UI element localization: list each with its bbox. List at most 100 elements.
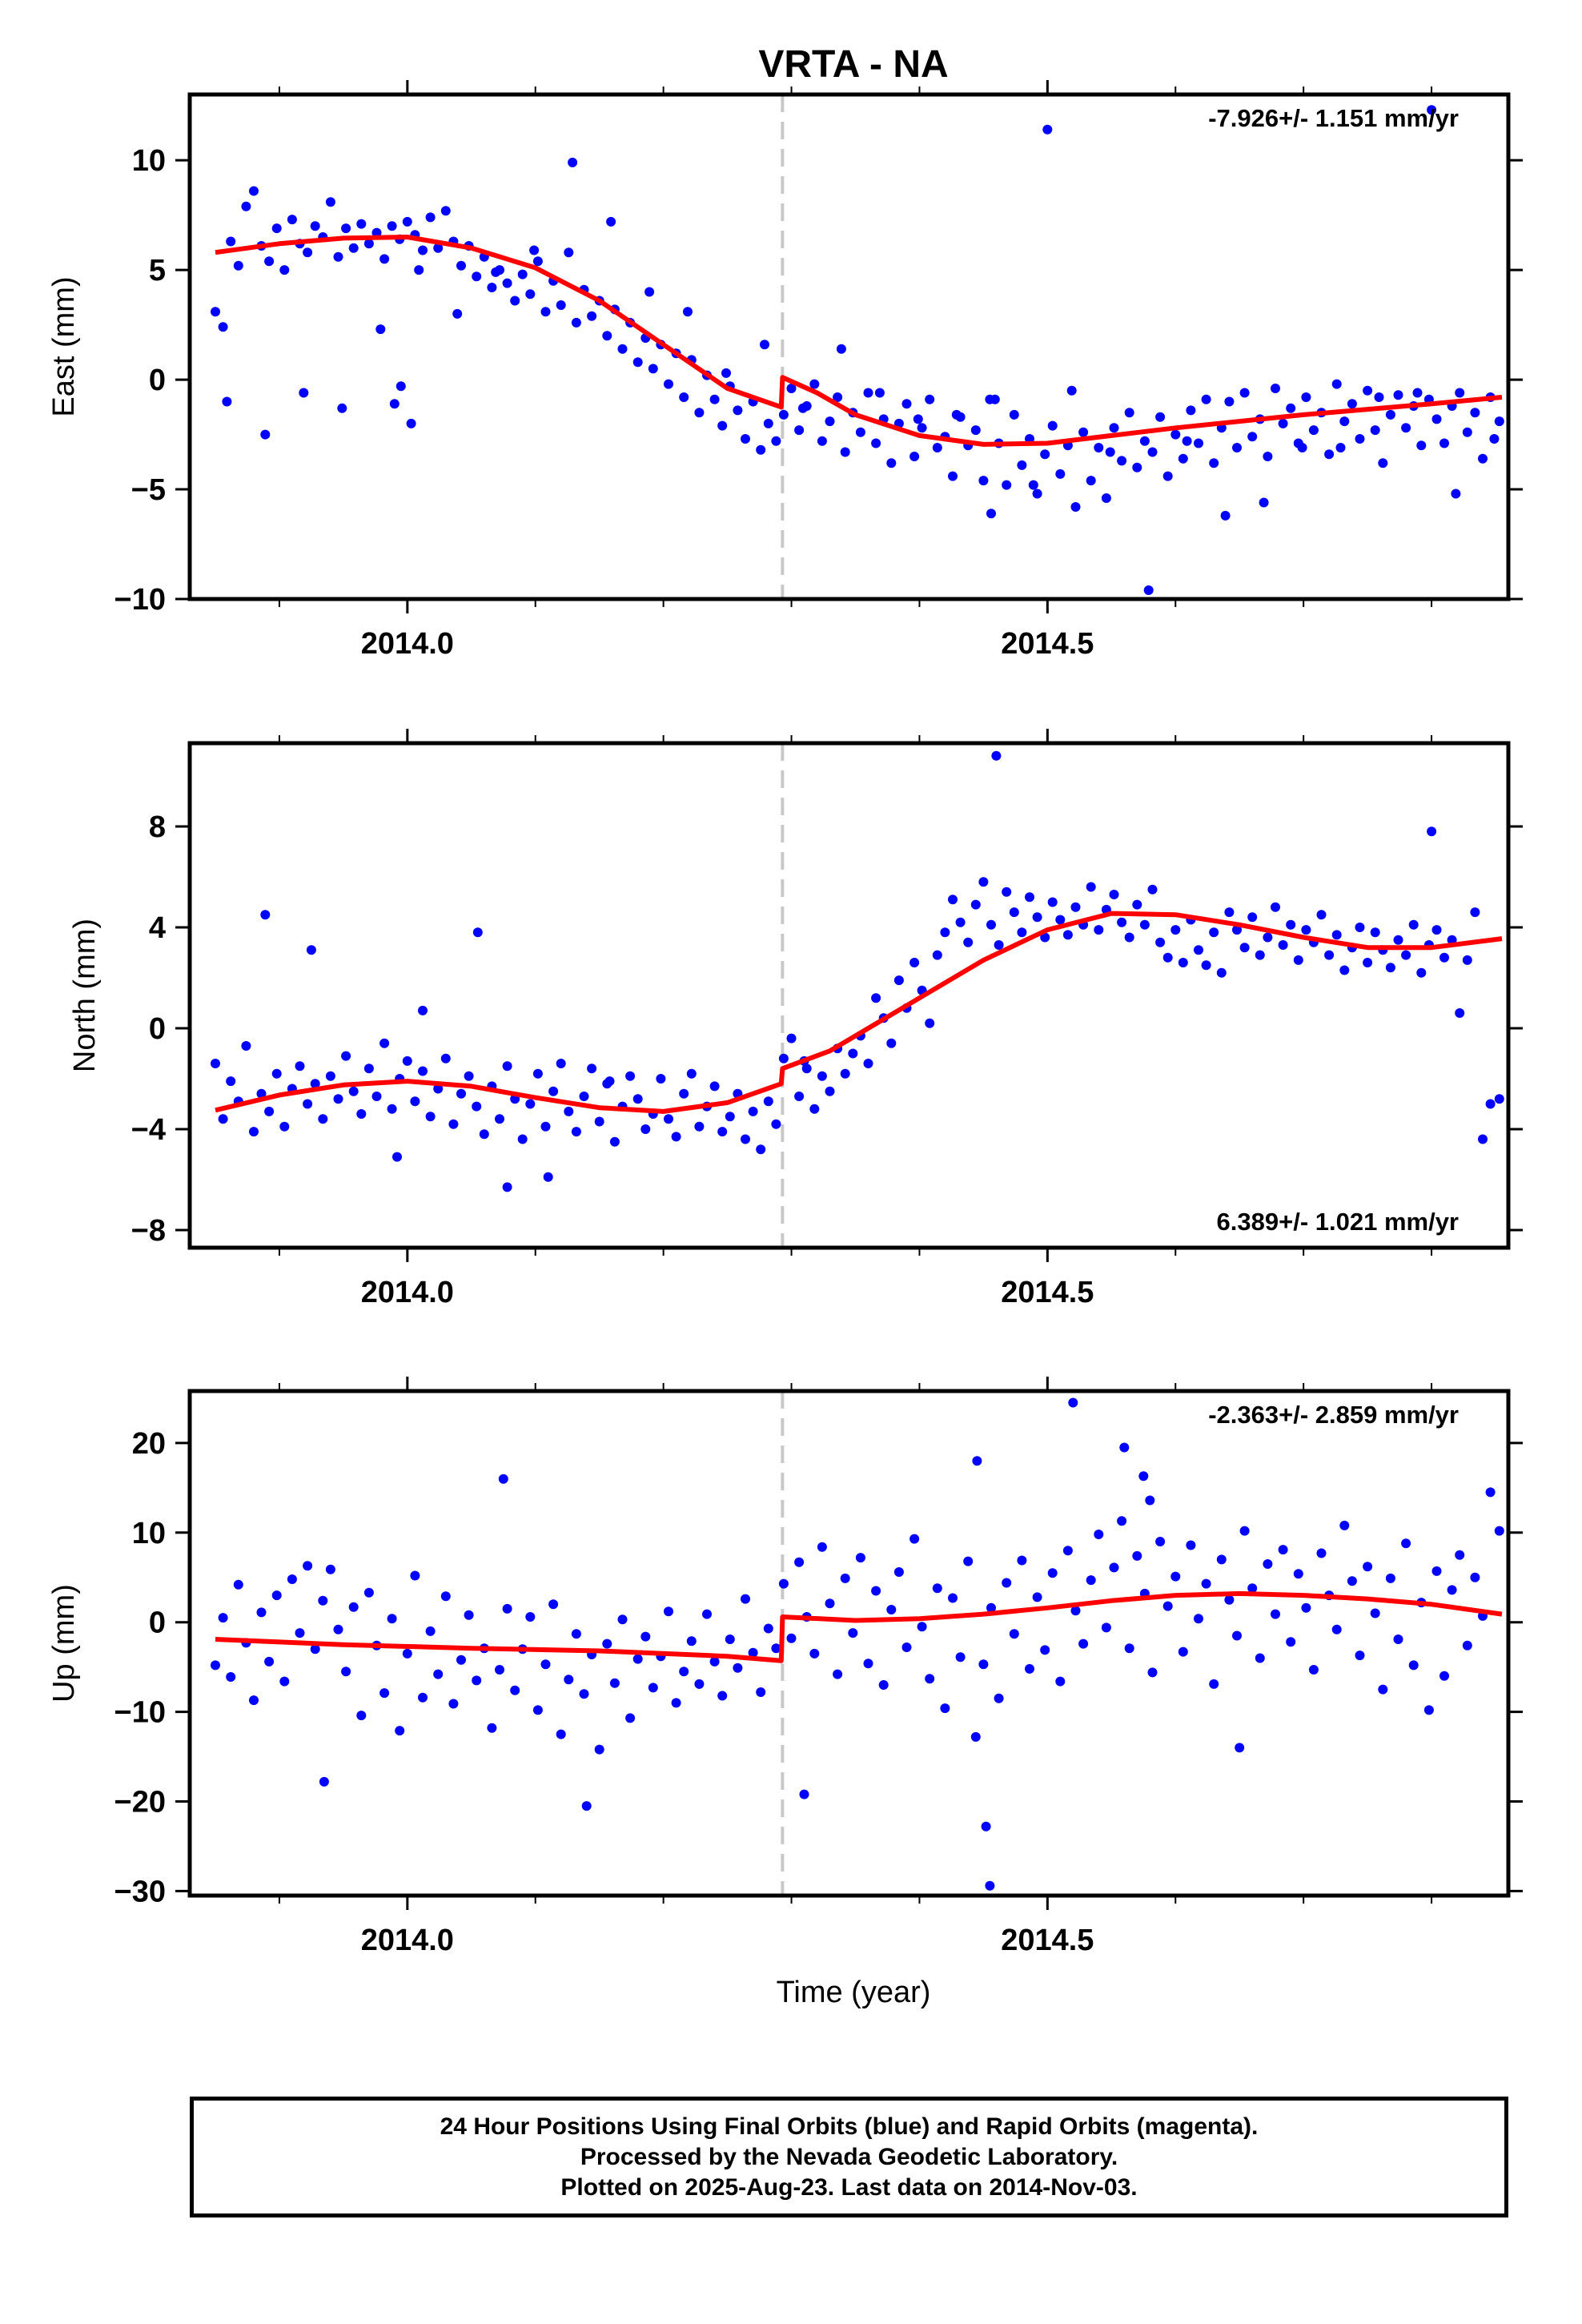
up-point	[1124, 1643, 1134, 1654]
up-point	[1331, 1624, 1342, 1634]
north-point	[671, 1132, 681, 1142]
north-point	[271, 1068, 282, 1079]
north-point	[886, 1038, 897, 1048]
north-point	[932, 950, 942, 960]
east-fit-line	[215, 235, 1503, 447]
up-y-tick-label: 20	[132, 1427, 166, 1461]
chart-title: VRTA - NA	[758, 43, 948, 86]
up-point	[1423, 1705, 1434, 1715]
east-y-tick-label: −5	[131, 473, 166, 507]
north-point	[1363, 958, 1373, 967]
north-point	[425, 1112, 436, 1122]
north-point	[756, 1144, 766, 1155]
north-point	[525, 1099, 536, 1109]
east-point	[1470, 408, 1480, 418]
up-point	[1109, 1562, 1119, 1573]
north-point	[1201, 960, 1211, 971]
up-point	[1170, 1571, 1181, 1582]
up-point	[1301, 1602, 1311, 1613]
up-point	[640, 1631, 651, 1642]
east-y-tick-label: −10	[114, 583, 166, 617]
up-y-tick-label: −30	[114, 1875, 166, 1908]
north-point	[306, 945, 316, 955]
east-point	[425, 212, 436, 223]
up-point	[786, 1633, 797, 1643]
east-point	[871, 438, 881, 448]
north-point	[1462, 955, 1472, 965]
east-point	[1374, 392, 1384, 402]
east-point	[406, 418, 416, 428]
up-velocity-label: -2.363+/- 2.859 mm/yr	[1208, 1401, 1459, 1429]
east-point	[1028, 480, 1038, 490]
east-frame	[187, 92, 1511, 601]
east-point	[694, 408, 705, 418]
north-point	[517, 1134, 528, 1144]
east-point	[602, 331, 612, 341]
north-point	[1331, 930, 1342, 940]
north-point	[241, 1041, 251, 1051]
east-point	[1055, 468, 1066, 479]
east-point	[1201, 394, 1211, 404]
up-point	[1470, 1572, 1480, 1582]
up-point	[1194, 1614, 1203, 1624]
north-panel: 2014.0 2014.5 8 4 0 −4 −8 North (mm) 6.389+/- 1.…	[68, 729, 1523, 1309]
up-point	[495, 1665, 504, 1675]
up-point	[1247, 1583, 1258, 1594]
north-point	[1470, 907, 1480, 918]
up-y-tick-label: 0	[149, 1606, 166, 1640]
up-point	[664, 1606, 673, 1617]
east-point	[1178, 453, 1188, 464]
east-point	[1139, 436, 1150, 446]
north-point	[1263, 932, 1273, 943]
east-point	[951, 409, 962, 420]
east-point	[337, 403, 347, 413]
north-point	[1055, 915, 1066, 925]
east-point	[456, 260, 466, 271]
north-point	[392, 1152, 402, 1162]
up-point	[540, 1659, 551, 1670]
north-point	[211, 1059, 220, 1068]
up-point	[1355, 1651, 1365, 1661]
east-point	[855, 427, 865, 437]
up-point	[1485, 1487, 1496, 1498]
east-point	[797, 403, 808, 413]
east-point	[1489, 434, 1500, 444]
east-point	[1331, 379, 1342, 389]
east-point	[809, 379, 820, 389]
up-point	[756, 1687, 766, 1697]
up-point	[871, 1586, 881, 1596]
east-point	[433, 243, 444, 253]
east-point	[874, 388, 885, 398]
east-point	[778, 409, 789, 420]
east-point	[1363, 385, 1373, 396]
north-point	[1393, 935, 1403, 945]
north-point	[387, 1104, 397, 1114]
east-point	[529, 245, 540, 255]
up-point	[1431, 1566, 1442, 1576]
north-point	[948, 895, 958, 905]
up-point	[1209, 1679, 1219, 1689]
up-point	[1178, 1647, 1188, 1657]
north-point	[963, 937, 974, 947]
east-point	[1017, 460, 1027, 470]
east-point	[1009, 409, 1019, 420]
north-point	[741, 1134, 750, 1144]
up-point	[303, 1561, 313, 1571]
east-point	[1263, 452, 1273, 461]
east-x-tick-label: 2014.0	[361, 627, 454, 661]
east-point	[1259, 497, 1269, 508]
north-point	[909, 958, 920, 967]
up-point	[348, 1602, 359, 1612]
up-point	[1439, 1671, 1449, 1681]
north-point	[817, 1071, 827, 1081]
north-point	[1178, 958, 1188, 967]
east-point	[396, 381, 406, 392]
east-point	[1478, 453, 1488, 464]
east-point	[299, 388, 309, 398]
up-point	[211, 1660, 220, 1671]
east-point	[1182, 436, 1192, 446]
north-point	[978, 877, 989, 887]
up-point	[319, 1776, 329, 1787]
up-point	[886, 1605, 897, 1614]
up-point	[1408, 1660, 1419, 1671]
